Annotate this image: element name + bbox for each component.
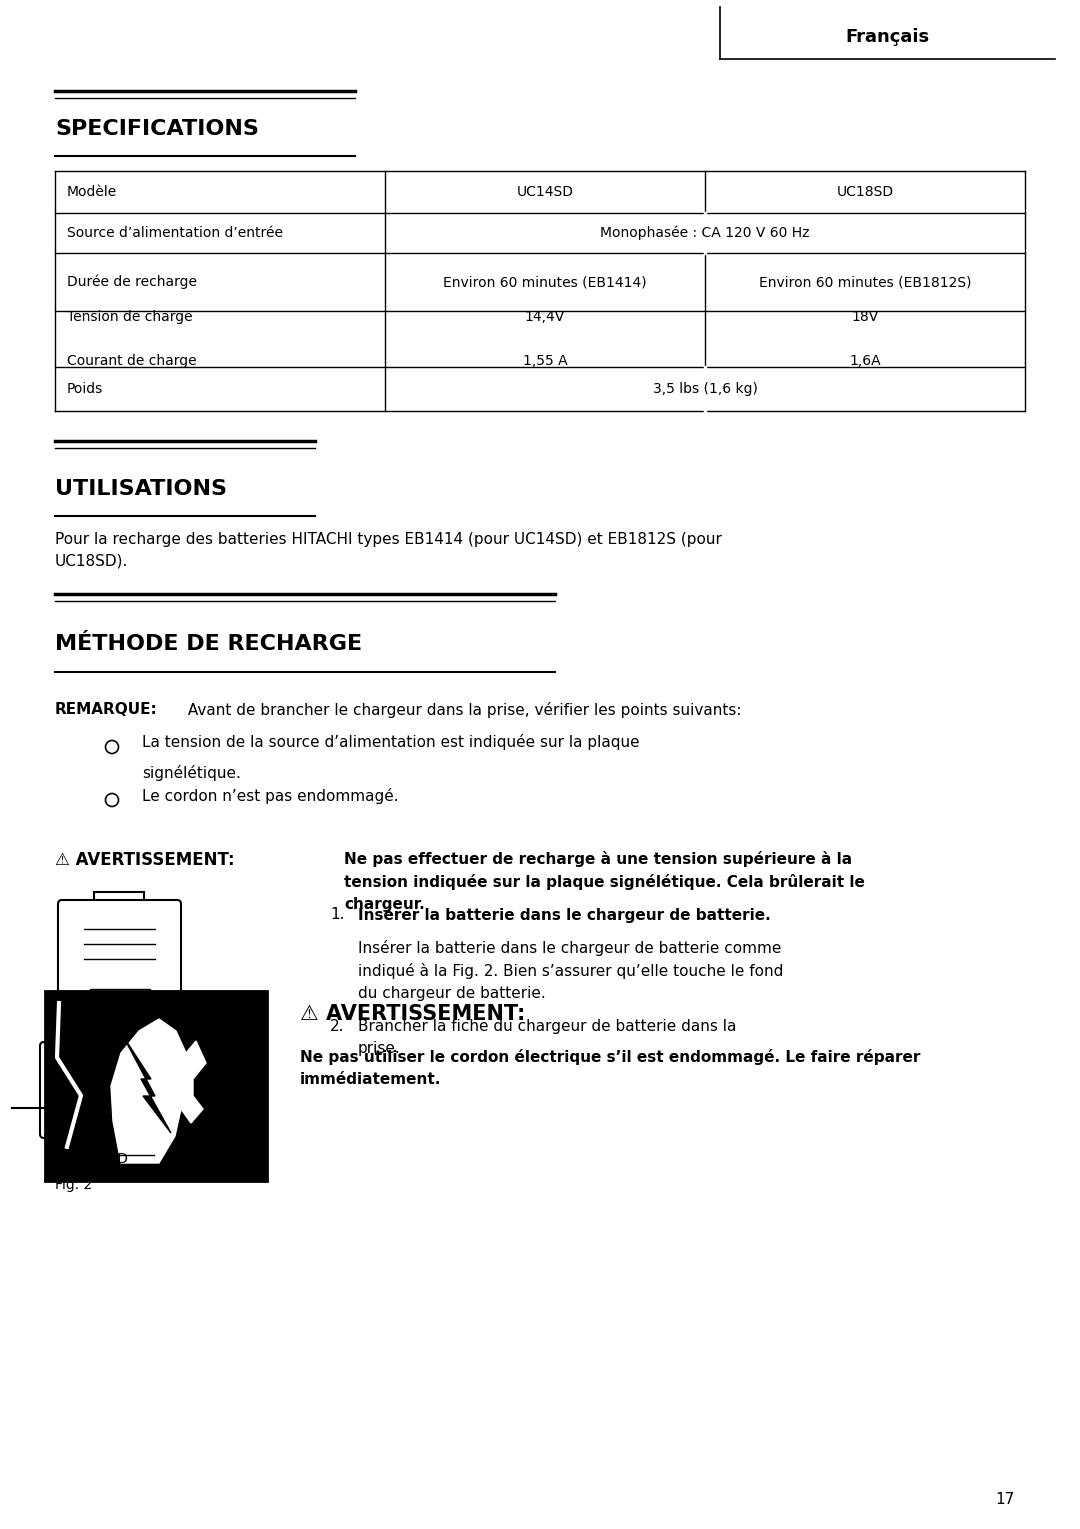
Text: UC14SD: UC14SD	[516, 185, 573, 199]
Text: Français: Français	[845, 28, 929, 46]
Text: Tension de charge: Tension de charge	[67, 310, 192, 324]
Text: Poids: Poids	[67, 382, 104, 396]
Text: MÉTHODE DE RECHARGE: MÉTHODE DE RECHARGE	[55, 635, 362, 654]
Text: Courant de charge: Courant de charge	[67, 355, 197, 368]
Polygon shape	[111, 1018, 206, 1164]
Text: 1,55 A: 1,55 A	[523, 355, 567, 368]
Text: 3,5 lbs (1,6 kg): 3,5 lbs (1,6 kg)	[652, 382, 757, 396]
Text: Ne pas effectuer de recharge à une tension supérieure à la
tension indiquée sur : Ne pas effectuer de recharge à une tensi…	[345, 852, 865, 911]
Text: SPECIFICATIONS: SPECIFICATIONS	[55, 119, 259, 139]
Text: 14,4V: 14,4V	[525, 310, 565, 324]
Text: Brancher la fiche du chargeur de batterie dans la
prise.: Brancher la fiche du chargeur de batteri…	[357, 1018, 737, 1055]
Text: Pour la recharge des batteries HITACHI types EB1414 (pour UC14SD) et EB1812S (po: Pour la recharge des batteries HITACHI t…	[55, 532, 721, 569]
Text: Monophasée : CA 120 V 60 Hz: Monophasée : CA 120 V 60 Hz	[600, 226, 810, 240]
Text: Fig. 2: Fig. 2	[55, 1177, 92, 1193]
Text: Le cordon n’est pas endommagé.: Le cordon n’est pas endommagé.	[141, 787, 399, 804]
Text: 18V: 18V	[851, 310, 879, 324]
Bar	[94, 891, 144, 907]
Text: Environ 60 minutes (EB1812S): Environ 60 minutes (EB1812S)	[759, 275, 971, 289]
Bar	[90, 989, 150, 1005]
Text: 1.: 1.	[330, 907, 345, 922]
Text: ⚠ AVERTISSEMENT:: ⚠ AVERTISSEMENT:	[55, 852, 234, 868]
Text: Avant de brancher le chargeur dans la prise, vérifier les points suivants:: Avant de brancher le chargeur dans la pr…	[183, 702, 742, 719]
Text: UTILISATIONS: UTILISATIONS	[55, 479, 227, 498]
Text: signélétique.: signélétique.	[141, 764, 241, 781]
Text: Insérer la batterie dans le chargeur de batterie comme
indiqué à la Fig. 2. Bien: Insérer la batterie dans le chargeur de …	[357, 940, 783, 1001]
Text: 1,6A: 1,6A	[849, 355, 881, 368]
Text: Ne pas utiliser le cordon électrique s’il est endommagé. Le faire réparer
immédi: Ne pas utiliser le cordon électrique s’i…	[300, 1049, 920, 1087]
Bar	[45, 991, 267, 1180]
Text: 2.: 2.	[330, 1018, 345, 1034]
Bar	[86, 1044, 138, 1063]
Text: Modèle: Modèle	[67, 185, 118, 199]
Text: Durée de recharge: Durée de recharge	[67, 275, 197, 289]
Text: UC18SD: UC18SD	[836, 185, 893, 199]
Text: Insérer la batterie dans le chargeur de batterie.: Insérer la batterie dans le chargeur de …	[357, 907, 771, 924]
Text: ⚠ AVERTISSEMENT:: ⚠ AVERTISSEMENT:	[300, 1005, 525, 1024]
Text: UC14SD: UC14SD	[72, 1151, 129, 1167]
Text: La tension de la source d’alimentation est indiquée sur la plaque: La tension de la source d’alimentation e…	[141, 734, 639, 751]
Text: Environ 60 minutes (EB1414): Environ 60 minutes (EB1414)	[443, 275, 647, 289]
FancyBboxPatch shape	[58, 901, 181, 1008]
Text: 17: 17	[996, 1492, 1014, 1508]
Polygon shape	[123, 1037, 171, 1133]
Text: REMARQUE:: REMARQUE:	[55, 702, 158, 717]
Text: Source d’alimentation d’entrée: Source d’alimentation d’entrée	[67, 226, 283, 240]
FancyBboxPatch shape	[40, 1041, 203, 1138]
